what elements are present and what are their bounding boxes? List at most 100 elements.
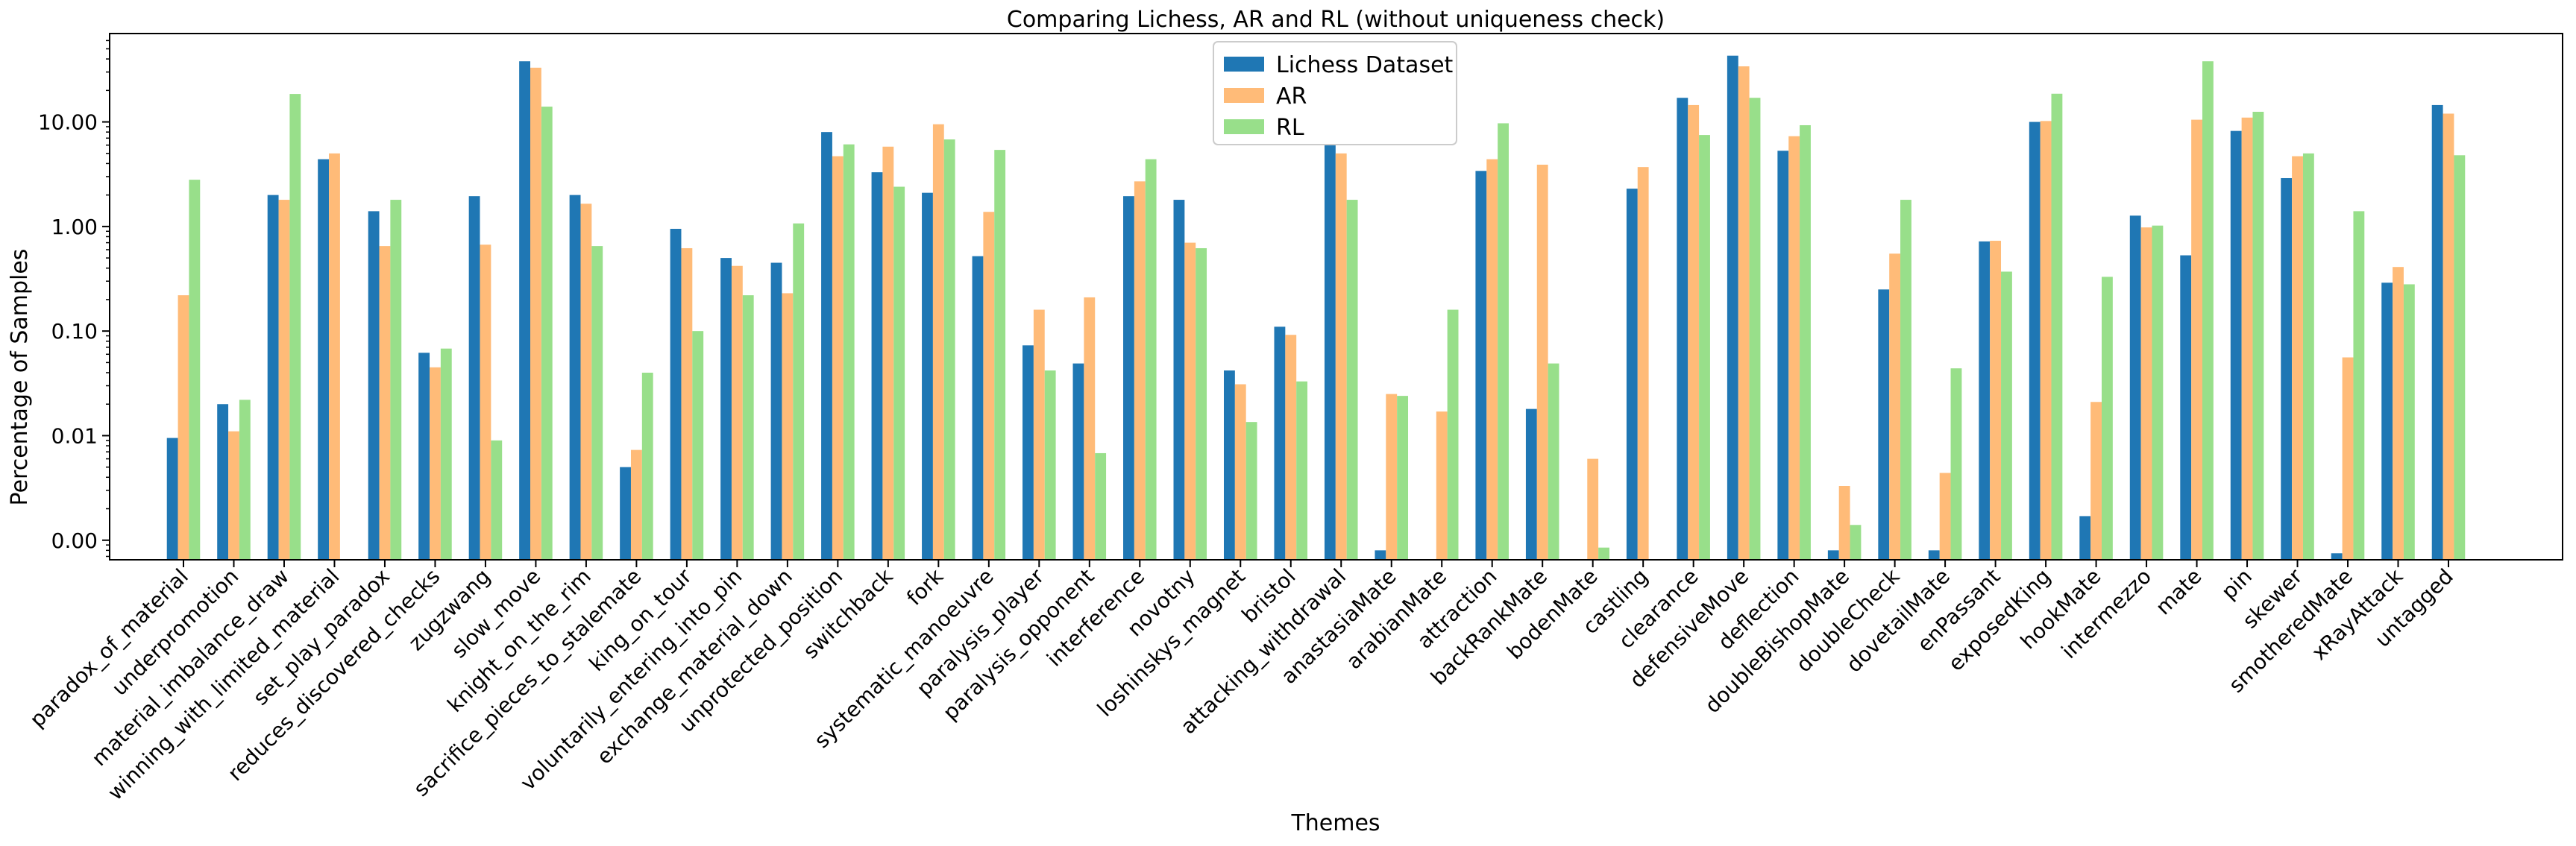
bar-ar-hookMate <box>2090 402 2102 560</box>
y-tick-label: 0.10 <box>51 319 98 344</box>
bar-lichess-dataset-loshinskys_magnet <box>1223 370 1235 560</box>
plot-area-frame <box>109 33 2563 561</box>
bar-lichess-dataset-smotheredMate <box>2331 553 2343 560</box>
bar-rl-fork <box>943 139 955 561</box>
bar-lichess-dataset-king_on_tour <box>670 228 682 560</box>
bar-ar-bodenMate <box>1587 458 1599 560</box>
bar-lichess-dataset-xRayAttack <box>2381 282 2393 560</box>
bar-rl-unprotected_position <box>843 144 855 561</box>
bar-lichess-dataset-interference <box>1123 196 1134 560</box>
bar-lichess-dataset-switchback <box>871 172 883 560</box>
legend-swatch <box>1224 57 1264 72</box>
bar-ar-king_on_tour <box>681 247 693 560</box>
bar-lichess-dataset-paradox_of_material <box>166 438 178 560</box>
bar-lichess-dataset-dovetailMate <box>1928 550 1940 560</box>
bar-rl-systematic_manoeuvre <box>994 150 1006 560</box>
bar-ar-paradox_of_material <box>178 295 189 560</box>
bar-ar-winning_with_limited_material <box>329 153 340 561</box>
y-axis-title: Percentage of Samples <box>7 249 33 506</box>
bar-rl-attacking_withdrawal <box>1346 200 1358 560</box>
bar-rl-dovetailMate <box>1950 368 1962 560</box>
bar-ar-exchange_material_down <box>782 293 794 560</box>
bar-lichess-dataset-attacking_withdrawal <box>1324 145 1336 561</box>
bar-ar-unprotected_position <box>832 156 844 561</box>
bar-lichess-dataset-paralysis_player <box>1022 345 1034 560</box>
bar-rl-voluntarily_entering_into_pin <box>742 295 754 560</box>
bar-rl-novotny <box>1196 247 1207 560</box>
bars <box>166 55 2466 561</box>
bar-rl-smotheredMate <box>2353 211 2365 560</box>
bar-ar-attraction <box>1486 159 1498 560</box>
bar-ar-intermezzo <box>2140 227 2152 560</box>
bar-lichess-dataset-defensiveMove <box>1727 55 1738 560</box>
bar-ar-untagged <box>2443 113 2454 561</box>
bar-rl-doubleCheck <box>1900 200 1911 560</box>
bar-lichess-dataset-intermezzo <box>2129 215 2141 560</box>
bar-lichess-dataset-castling <box>1626 189 1638 560</box>
bar-ar-anastasiaMate <box>1386 394 1398 560</box>
bar-rl-loshinskys_magnet <box>1245 422 1257 560</box>
bar-ar-defensiveMove <box>1738 66 1750 560</box>
bar-rl-intermezzo <box>2152 225 2164 560</box>
bar-lichess-dataset-doubleCheck <box>1878 289 1890 560</box>
bar-ar-paralysis_player <box>1033 309 1045 560</box>
bar-rl-reduces_discovered_checks <box>440 348 452 560</box>
bar-ar-loshinskys_magnet <box>1234 384 1246 560</box>
bar-lichess-dataset-material_imbalance_draw <box>267 195 279 560</box>
y-tick-label: 10.00 <box>38 110 98 135</box>
bar-ar-voluntarily_entering_into_pin <box>731 265 743 560</box>
bar-ar-bristol <box>1285 335 1297 560</box>
bar-lichess-dataset-set_play_paradox <box>368 211 380 560</box>
bar-lichess-dataset-unprotected_position <box>821 132 832 560</box>
bar-lichess-dataset-fork <box>922 192 933 560</box>
bar-lichess-dataset-sacrifice_pieces_to_stalemate <box>620 467 631 560</box>
bar-lichess-dataset-backRankMate <box>1525 408 1537 560</box>
bar-ar-knight_on_the_rim <box>580 203 592 560</box>
bar-lichess-dataset-anastasiaMate <box>1375 550 1386 560</box>
bar-rl-skewer <box>2302 153 2314 561</box>
bar-ar-switchback <box>882 146 894 560</box>
bar-rl-slow_move <box>541 107 553 560</box>
bar-lichess-dataset-exchange_material_down <box>770 262 782 560</box>
bar-rl-zugzwang <box>491 440 503 560</box>
bar-lichess-dataset-voluntarily_entering_into_pin <box>720 258 732 560</box>
bar-ar-slow_move <box>530 67 541 561</box>
bar-ar-clearance <box>1688 104 1700 560</box>
y-axis-ticks: 0.00 0.01 0.10 1.00 10.00 <box>38 40 110 558</box>
bar-ar-paralysis_opponent <box>1084 297 1096 560</box>
bar-lichess-dataset-zugzwang <box>468 196 480 560</box>
bar-rl-set_play_paradox <box>390 200 402 560</box>
bar-lichess-dataset-reduces_discovered_checks <box>418 353 430 560</box>
bar-ar-enPassant <box>1990 241 2002 560</box>
bar-ar-pin <box>2241 117 2253 560</box>
bar-lichess-dataset-hookMate <box>2079 516 2091 560</box>
bar-rl-paralysis_opponent <box>1095 452 1107 560</box>
legend-label: Lichess Dataset <box>1276 52 1454 78</box>
bar-ar-underpromotion <box>228 431 239 560</box>
bar-lichess-dataset-untagged <box>2431 104 2443 560</box>
bar-rl-paradox_of_material <box>189 180 201 560</box>
bar-ar-zugzwang <box>480 244 491 560</box>
bar-lichess-dataset-mate <box>2180 255 2192 560</box>
bar-lichess-dataset-clearance <box>1677 98 1688 560</box>
bar-lichess-dataset-skewer <box>2281 177 2293 561</box>
bar-ar-reduces_discovered_checks <box>430 367 441 560</box>
bar-lichess-dataset-knight_on_the_rim <box>569 195 581 560</box>
bar-ar-arabianMate <box>1436 411 1448 560</box>
bar-lichess-dataset-bristol <box>1274 326 1286 560</box>
bar-lichess-dataset-underpromotion <box>217 404 229 560</box>
bar-lichess-dataset-novotny <box>1173 200 1185 560</box>
legend-label: RL <box>1276 115 1304 141</box>
x-tick-label: mate <box>2151 564 2207 620</box>
legend-swatch <box>1224 119 1264 134</box>
legend: Lichess Dataset AR RL <box>1213 41 1457 145</box>
bar-ar-systematic_manoeuvre <box>983 212 995 560</box>
bar-rl-backRankMate <box>1548 363 1559 560</box>
bar-rl-material_imbalance_draw <box>289 94 301 560</box>
bar-ar-novotny <box>1184 242 1196 560</box>
bar-ar-smotheredMate <box>2342 357 2354 560</box>
chart-title: Comparing Lichess, AR and RL (without un… <box>1007 7 1665 33</box>
bar-rl-paralysis_player <box>1044 370 1056 560</box>
